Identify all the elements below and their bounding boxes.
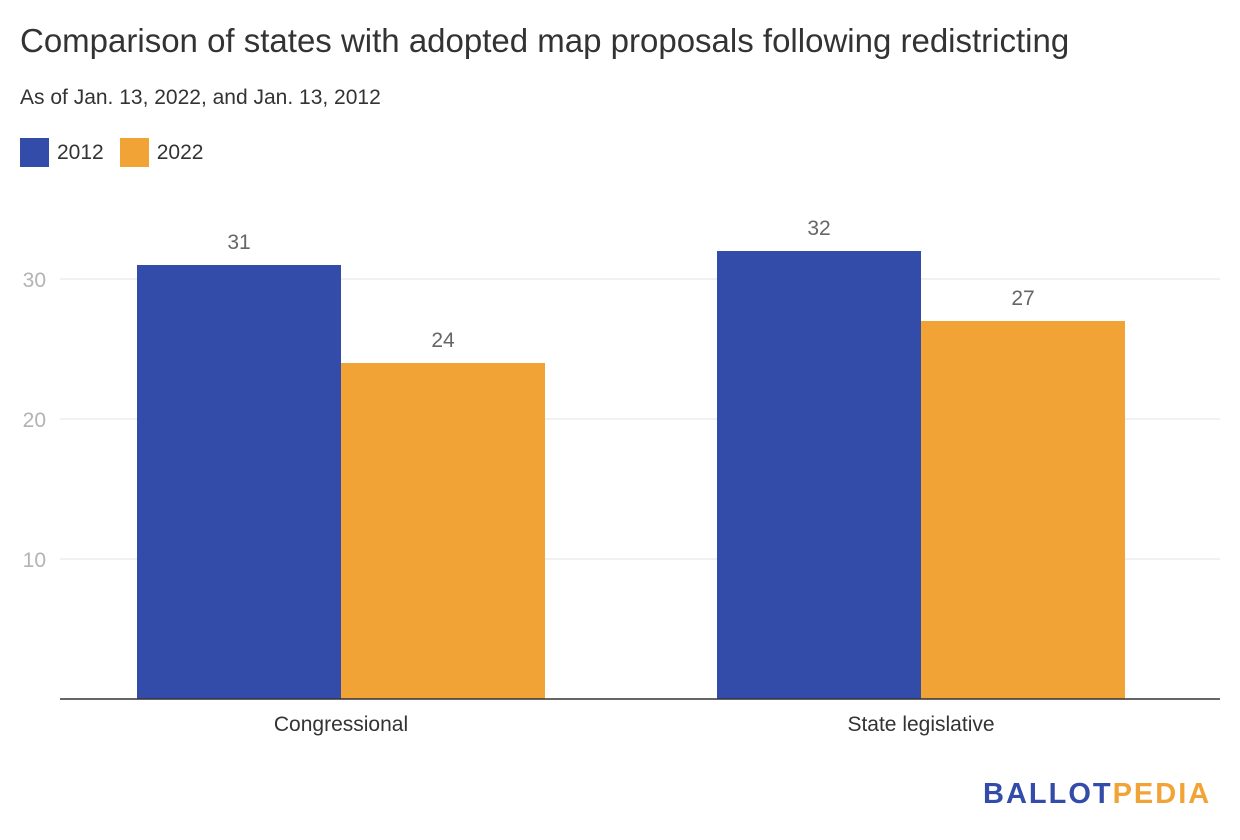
bar-2022 [341,363,545,699]
data-label: 24 [431,329,455,352]
y-tick-label: 20 [23,409,46,432]
bar-2012 [137,265,341,699]
data-label: 31 [227,231,250,254]
legend-item-2012: 2012 [20,138,104,167]
legend-label: 2012 [57,140,104,164]
y-tick-label: 30 [23,269,46,292]
x-tick-label: State legislative [847,713,994,736]
data-label: 32 [807,217,830,240]
x-tick-label: Congressional [274,713,408,736]
ballotpedia-logo: BALLOTPEDIA [983,778,1211,811]
legend: 2012 2022 [20,138,203,167]
legend-swatch [119,138,149,167]
y-tick-label: 10 [23,549,46,572]
chart-title: Comparison of states with adopted map pr… [20,22,1070,59]
legend-swatch [20,138,49,167]
chart-subtitle: As of Jan. 13, 2022, and Jan. 13, 2012 [20,86,381,109]
legend-item-2022: 2022 [119,138,204,167]
bar-2022 [921,321,1125,699]
legend-label: 2022 [156,140,204,164]
bar-2012 [717,251,921,699]
logo-part: BALLOT [983,778,1113,810]
data-label: 27 [1011,287,1034,310]
logo-part: PEDIA [1112,778,1212,810]
